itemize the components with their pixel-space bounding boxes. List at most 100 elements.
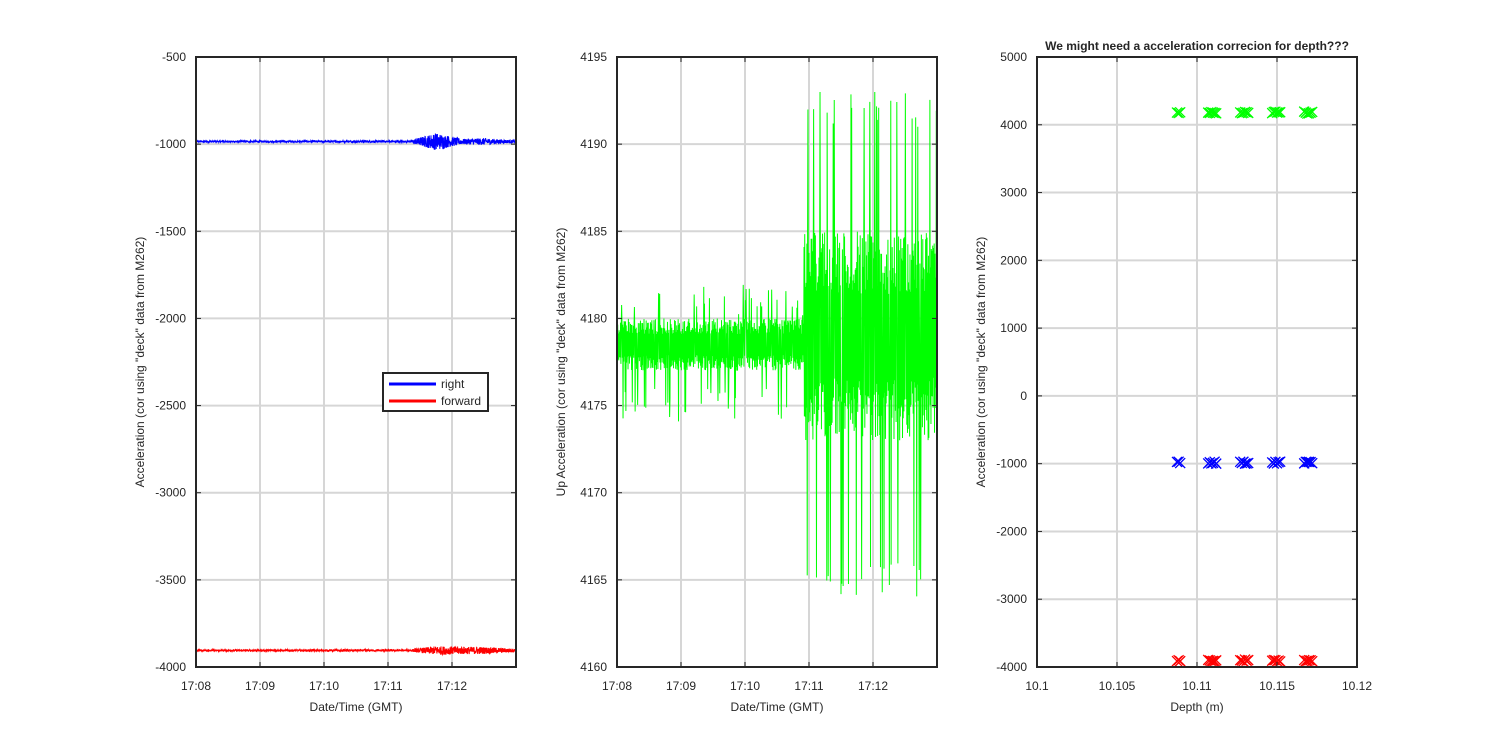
- scatter-point: [1274, 456, 1286, 468]
- axes-3: 10.1 10.105 10.11 10.115 10.12 -4000 -3000 -200…: [974, 39, 1372, 714]
- y-tick-label: -2000: [155, 311, 186, 325]
- y-tick-label: 4195: [580, 50, 607, 64]
- y-tick-label: -2000: [996, 524, 1027, 538]
- scatter-point: [1207, 107, 1219, 119]
- series-line-up: [616, 91, 938, 597]
- scatter-point: [1210, 458, 1222, 470]
- y-tick-label: 4190: [580, 137, 607, 151]
- data-layer: [195, 133, 517, 657]
- y-axis-label: Acceleration (cor using "deck" data from…: [974, 237, 988, 488]
- x-axis-label: Depth (m): [1170, 700, 1223, 714]
- legend-label-right: right: [441, 377, 465, 391]
- series-line-right: [195, 133, 517, 150]
- x-tick-label: 17:09: [245, 679, 275, 693]
- scatter-point: [1241, 655, 1253, 667]
- scatter-point: [1209, 107, 1221, 119]
- data-layer: [616, 91, 938, 597]
- x-tick-label: 10.115: [1259, 679, 1295, 693]
- y-tick-label: 4160: [580, 660, 607, 674]
- scatter-point: [1171, 456, 1183, 468]
- x-tick-label: 17:10: [730, 679, 760, 693]
- scatter-point: [1273, 106, 1285, 118]
- y-tick-label: 2000: [1000, 253, 1027, 267]
- x-tick-label: 17:11: [373, 679, 402, 693]
- series-line-forward: [195, 645, 517, 657]
- y-tick-label: 4000: [1000, 118, 1027, 132]
- scatter-point: [1174, 655, 1186, 667]
- scatter-point: [1210, 654, 1222, 666]
- scatter-series-2: [1171, 456, 1318, 470]
- scatter-point: [1303, 456, 1315, 468]
- scatter-point: [1274, 106, 1286, 118]
- y-tick-label: -2500: [155, 399, 186, 413]
- y-tick-label: -1000: [155, 137, 186, 151]
- grid: [1037, 57, 1357, 667]
- scatter-point: [1239, 458, 1251, 470]
- x-tick-label: 17:09: [666, 679, 696, 693]
- y-tick-label: -1000: [996, 457, 1027, 471]
- y-tick-label: 3000: [1000, 186, 1027, 200]
- scatter-point: [1205, 655, 1217, 667]
- legend: right forward: [382, 372, 489, 412]
- y-axis-label: Up Acceleration (cor using "deck" data f…: [554, 228, 568, 497]
- scatter-series-1: [1171, 106, 1318, 120]
- ticks: 10.1 10.105 10.11 10.115 10.12 -4000 -3000 -200…: [996, 50, 1372, 693]
- y-tick-label: 4165: [580, 573, 607, 587]
- y-axis-label: Acceleration (cor using "deck" data from…: [133, 237, 147, 488]
- scatter-point: [1242, 654, 1254, 666]
- x-tick-label: 17:12: [858, 679, 888, 693]
- axes-frame: [616, 56, 938, 668]
- x-axis-label: Date/Time (GMT): [310, 700, 403, 714]
- x-tick-label: 10.11: [1182, 679, 1211, 693]
- scatter-point: [1306, 655, 1318, 667]
- y-tick-label: 0: [1020, 389, 1027, 403]
- scatter-point: [1242, 107, 1254, 119]
- scatter-series-3: [1171, 654, 1318, 667]
- x-tick-label: 17:11: [794, 679, 823, 693]
- y-tick-label: 4175: [580, 399, 607, 413]
- y-tick-label: -4000: [155, 660, 186, 674]
- scatter-point: [1171, 107, 1183, 119]
- legend-label-forward: forward: [441, 394, 481, 408]
- scatter-point: [1174, 457, 1186, 469]
- legend-box: [382, 372, 489, 412]
- scatter-point: [1241, 457, 1253, 469]
- y-tick-label: 1000: [1000, 321, 1027, 335]
- y-tick-label: 4170: [580, 486, 607, 500]
- data-layer: [1171, 106, 1318, 667]
- x-tick-label: 17:12: [437, 679, 467, 693]
- y-tick-label: 5000: [1000, 50, 1027, 64]
- x-tick-label: 10.1: [1025, 679, 1049, 693]
- x-axis-label: Date/Time (GMT): [731, 700, 824, 714]
- chart-title: We might need a acceleration correcion f…: [1045, 39, 1349, 53]
- y-tick-label: -500: [162, 50, 186, 64]
- scatter-point: [1207, 655, 1219, 667]
- y-tick-label: -3500: [155, 573, 186, 587]
- scatter-point: [1303, 654, 1315, 666]
- y-tick-label: -4000: [996, 660, 1027, 674]
- y-tick-label: -3000: [155, 486, 186, 500]
- axes-frame: [195, 56, 517, 668]
- y-tick-label: -3000: [996, 592, 1027, 606]
- scatter-point: [1300, 456, 1312, 468]
- scatter-point: [1174, 106, 1186, 118]
- x-tick-label: 17:10: [309, 679, 339, 693]
- scatter-point: [1242, 457, 1254, 469]
- scatter-point: [1210, 107, 1222, 119]
- ticks: 17:08 17:09 17:10 17:11 17:12 -500 -1000 -1500 -…: [155, 50, 516, 693]
- y-tick-label: 4185: [580, 224, 607, 238]
- axes-2: 17:08 17:09 17:10 17:11 17:12 4160 4165 4170 417…: [554, 50, 938, 714]
- scatter-point: [1306, 106, 1318, 118]
- scatter-point: [1306, 457, 1318, 469]
- axes-1: 17:08 17:09 17:10 17:11 17:12 -500 -1000 -1500 -…: [133, 50, 517, 714]
- scatter-point: [1271, 107, 1283, 118]
- y-tick-label: -1500: [155, 224, 186, 238]
- grid: [196, 57, 516, 667]
- plot-area: [196, 57, 516, 667]
- x-tick-label: 17:08: [181, 679, 211, 693]
- y-tick-label: 4180: [580, 311, 607, 325]
- scatter-point: [1241, 106, 1253, 118]
- x-tick-label: 17:08: [602, 679, 632, 693]
- ticks: 17:08 17:09 17:10 17:11 17:12 4160 4165 4170 417…: [580, 50, 937, 693]
